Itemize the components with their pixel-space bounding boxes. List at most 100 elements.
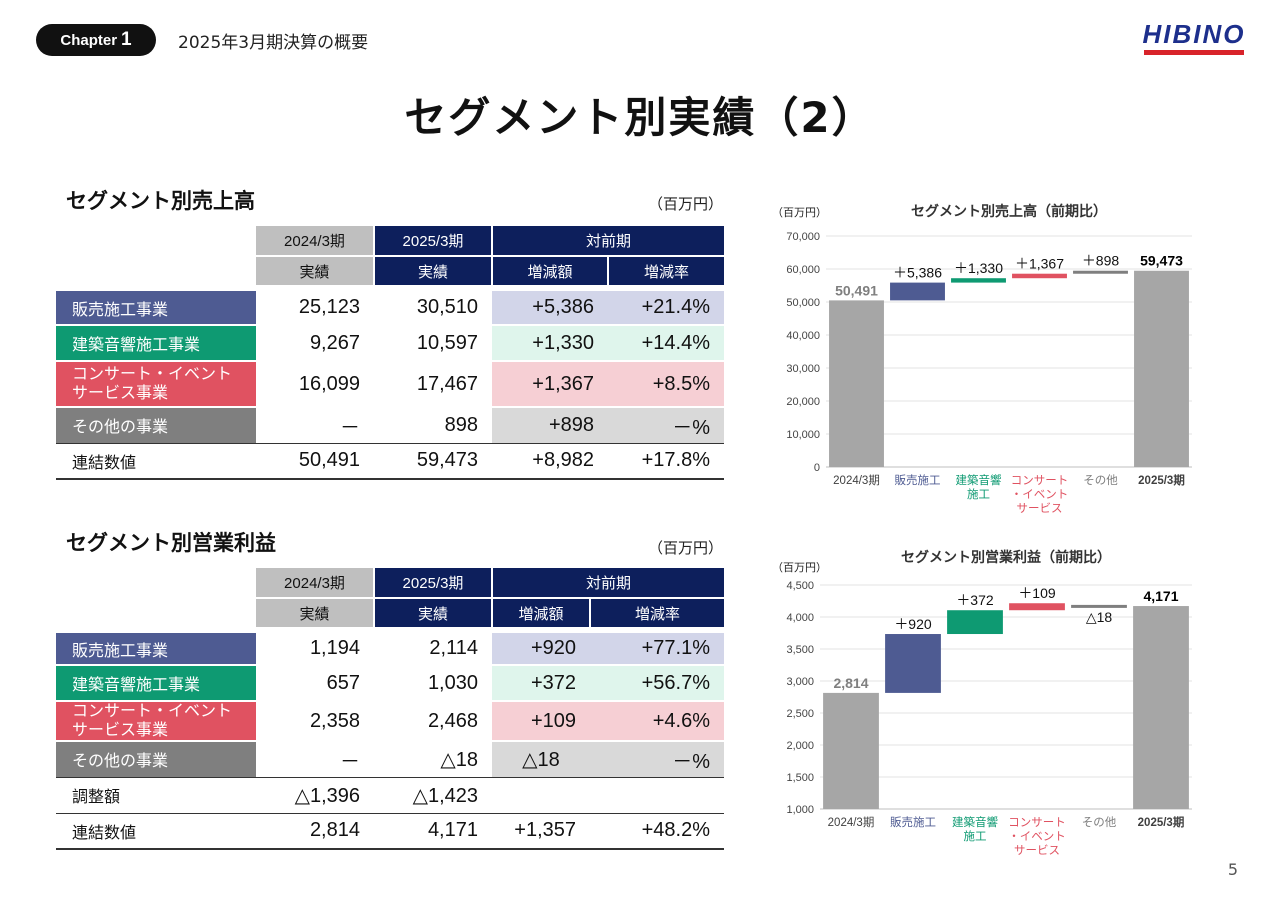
profit-hdr-fy2025: 2025/3期 (373, 568, 492, 599)
cell-fy2025: 4,171 (374, 812, 492, 850)
cell-fy2025: 10,597 (374, 325, 492, 362)
y-tick-label: 1,000 (786, 804, 814, 816)
data-label: 4,171 (1143, 588, 1178, 604)
x-tick-label: その他 (1083, 474, 1118, 487)
data-label: 2,814 (833, 675, 868, 691)
x-tick-label: コンサート (1008, 816, 1066, 829)
row-label: 建築音響施工事業 (56, 325, 256, 362)
table-row: 販売施工事業 1,194 2,114 +920 +77.1% (56, 633, 725, 666)
cell-fy2025: △1,423 (374, 776, 492, 813)
profit-hdr-actual-2024: 実績 (256, 598, 374, 627)
x-tick-label: 建築音響 (956, 473, 1002, 487)
row-label: その他の事業 (56, 407, 256, 443)
waterfall-bar (885, 634, 941, 693)
chart-title: セグメント別営業利益（前期比） (901, 549, 1111, 565)
sales-hdr-actual-2025: 実績 (373, 256, 492, 285)
data-label: ＋5,386 (893, 265, 942, 281)
profit-section-title: セグメント別営業利益 (66, 531, 276, 555)
cell-fy2024: 657 (256, 665, 374, 702)
data-label: ＋109 (1018, 585, 1056, 601)
cell-fy2024: 1,194 (256, 633, 374, 666)
x-tick-label: 販売施工 (890, 816, 936, 829)
data-label: ＋1,330 (954, 260, 1003, 276)
profit-waterfall-chart: セグメント別営業利益（前期比） （百万円） 1,000 1,500 2,000 2,500… (772, 549, 1192, 857)
company-logo: HIBINO (1142, 20, 1246, 56)
sales-unit-label: （百万円） (648, 195, 724, 213)
cell-rate: +17.8% (608, 442, 725, 480)
total-label: 連結数値 (56, 442, 256, 480)
waterfall-bar (1012, 273, 1067, 279)
cell-fy2025: 2,114 (374, 633, 492, 666)
x-tick-label: サービス (1014, 844, 1060, 857)
y-tick-label: 2,500 (786, 708, 814, 720)
y-tick-label: 10,000 (786, 429, 820, 441)
chapter-number: 1 (121, 29, 132, 50)
waterfall-bar (890, 282, 945, 301)
y-tick-label: 3,000 (786, 676, 814, 688)
adjust-label: 調整額 (56, 776, 256, 813)
cell-rate: +8.5% (608, 361, 725, 408)
x-tick-label: ・イベント (1008, 831, 1066, 843)
sales-hdr-actual-2024: 実績 (256, 256, 374, 285)
cell-diff: +1,367 (492, 361, 608, 408)
profit-hdr-yoy: 対前期 (490, 568, 725, 599)
cell-rate: +56.7% (590, 665, 725, 702)
cell-fy2024: － (340, 750, 360, 773)
table-row: コンサート・イベント サービス事業 16,099 17,467 +1,367 +… (56, 361, 725, 408)
profit-hdr-actual-2025: 実績 (373, 598, 492, 627)
y-tick-label: 1,500 (786, 772, 814, 784)
y-tick-label: 40,000 (786, 330, 820, 342)
row-label: 販売施工事業 (56, 291, 256, 326)
cell-fy2024: 25,123 (256, 291, 374, 326)
cell-diff: +5,386 (492, 291, 608, 326)
cell-fy2024: 9,267 (256, 325, 374, 362)
table-row: コンサート・イベント サービス事業 2,358 2,468 +109 +4.6% (56, 701, 725, 742)
adjust-row: 調整額 △1,396 △1,423 (56, 776, 725, 813)
cell-diff: +109 (492, 701, 590, 742)
waterfall-bar (1009, 603, 1065, 611)
y-tick-label: 2,000 (786, 740, 814, 752)
waterfall-bar (1134, 270, 1189, 467)
cell-fy2024: △1,396 (256, 776, 374, 813)
waterfall-bar (829, 300, 884, 467)
x-tick-label: コンサート (1011, 474, 1069, 487)
row-label: コンサート・イベント サービス事業 (56, 361, 256, 408)
y-tick-label: 60,000 (786, 264, 820, 276)
y-tick-label: 4,000 (786, 612, 814, 624)
cell-rate: +14.4% (608, 325, 725, 362)
cell-rate: +48.2% (590, 812, 725, 850)
cell-rate: +4.6% (590, 701, 725, 742)
sales-hdr-diff: 増減額 (491, 256, 608, 285)
x-tick-label: その他 (1082, 816, 1117, 829)
cell-fy2025: 2,468 (374, 701, 492, 742)
row-label: コンサート・イベント サービス事業 (56, 701, 256, 742)
row-label: 販売施工事業 (56, 633, 256, 666)
x-tick-label: 2024/3期 (828, 816, 875, 829)
table-row: その他の事業 － 898 +898 －% (56, 407, 725, 443)
row-label: その他の事業 (56, 741, 256, 777)
row-label-line1: コンサート・イベント (72, 703, 233, 720)
profit-table: 2024/3期 2025/3期 対前期 実績 実績 増減額 増減率 販売施工事業… (56, 568, 725, 850)
cell-diff: +372 (492, 665, 590, 702)
y-tick-label: 4,500 (786, 580, 814, 592)
sales-hdr-yoy: 対前期 (490, 226, 725, 257)
y-tick-label: 0 (814, 462, 820, 474)
x-tick-label: サービス (1017, 502, 1063, 515)
y-tick-label: 70,000 (786, 231, 820, 243)
x-tick-label: 販売施工 (895, 474, 941, 487)
data-label: 50,491 (835, 282, 878, 298)
waterfall-bar (947, 610, 1003, 635)
cell-fy2024: 50,491 (256, 442, 374, 480)
axis-unit-label: （百万円） (772, 206, 827, 219)
cell-fy2025: 17,467 (374, 361, 492, 408)
waterfall-bar (951, 278, 1006, 283)
header-subtitle: 2025年3月期決算の概要 (178, 33, 369, 53)
cell-fy2024: － (340, 416, 360, 439)
axis-unit-label: （百万円） (772, 561, 827, 574)
cell-fy2025: △18 (440, 748, 478, 771)
data-label: ＋1,367 (1015, 256, 1064, 272)
y-tick-label: 20,000 (786, 396, 820, 408)
cell-rate: +21.4% (608, 291, 725, 326)
cell-fy2025: 59,473 (374, 442, 492, 480)
data-label: ＋898 (1082, 253, 1120, 269)
